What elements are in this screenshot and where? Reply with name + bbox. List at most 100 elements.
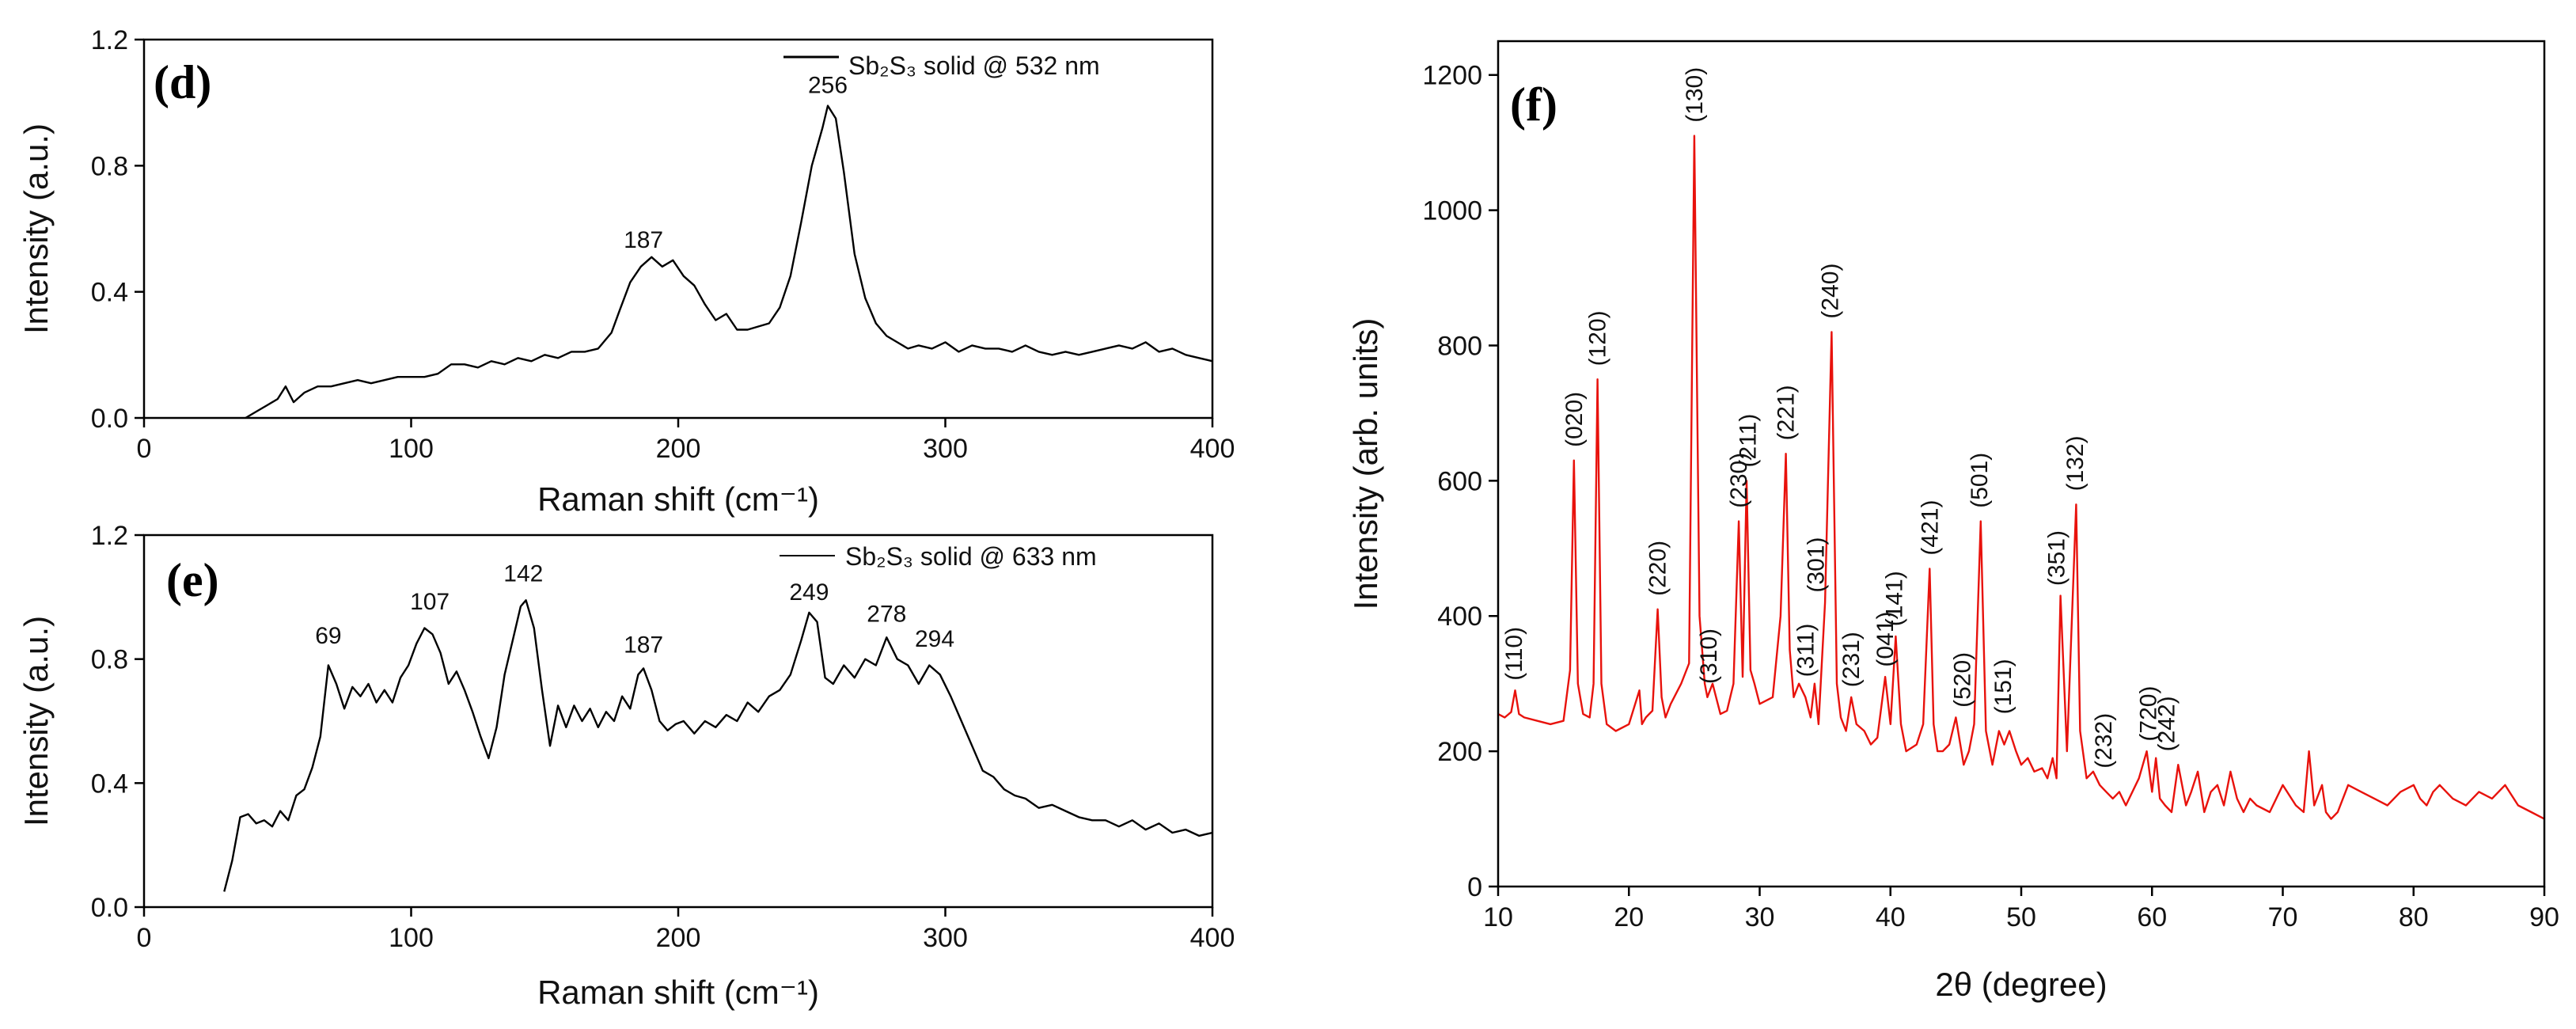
panel-e-peak-label: 142 <box>503 561 543 587</box>
panel-e-x-tick-label: 300 <box>923 923 968 953</box>
panel-f-peak-label: (351) <box>2044 530 2070 586</box>
panel-d: 0 100 200 300 400 0.0 0.4 0.8 1.2 187 256 (d) Sb… <box>17 25 1235 518</box>
panel-d-y-ticks: 0.0 0.4 0.8 1.2 <box>91 25 144 434</box>
panel-e-annotations: 69 107 142 187 249 278 294 <box>315 561 954 659</box>
panel-e-peak-label: 107 <box>410 589 450 615</box>
panel-f-y-tick-label: 600 <box>1437 466 1482 496</box>
panel-f-peak-label: (220) <box>1645 541 1671 596</box>
panel-f-peak-label: (232) <box>2091 713 2117 769</box>
panel-d-y-axis-title: Intensity (a.u.) <box>17 123 55 334</box>
panel-e-y-tick-label: 1.2 <box>91 521 128 551</box>
panel-d-annotations: 187 256 <box>624 73 848 253</box>
panel-f-x-tick-label: 30 <box>1745 902 1775 932</box>
panel-f-peak-label: (310) <box>1696 628 1722 684</box>
panel-e-y-ticks: 0.0 0.4 0.8 1.2 <box>91 521 144 923</box>
panel-f-peak-label: (421) <box>1917 500 1943 556</box>
panel-f-peak-label: (211) <box>1736 414 1762 468</box>
panel-f-y-axis-title: Intensity (arb. units) <box>1347 318 1384 610</box>
panel-e-letter: (e) <box>166 554 219 606</box>
panel-e-x-tick-label: 0 <box>137 923 152 953</box>
panel-e-x-ticks: 0 100 200 300 400 <box>137 907 1235 953</box>
panel-f-peak-label: (130) <box>1682 67 1708 123</box>
panel-f-y-tick-label: 200 <box>1437 737 1482 767</box>
panel-f-x-tick-label: 70 <box>2268 902 2298 932</box>
panel-e-y-tick-label: 0.0 <box>91 893 128 923</box>
panel-f-x-tick-label: 90 <box>2529 902 2559 932</box>
panel-f-series-layer <box>1497 135 2545 820</box>
panel-e-peak-label: 294 <box>915 626 954 652</box>
panel-f-x-tick-label: 50 <box>2006 902 2036 932</box>
panel-f-peak-label: (110) <box>1501 627 1527 681</box>
panel-e-y-tick-label: 0.4 <box>91 769 128 799</box>
panel-d-legend-label: Sb₂S₃ solid @ 532 nm <box>848 51 1100 80</box>
panel-e-peak-label: 69 <box>315 623 341 649</box>
panel-f-peak-label: (221) <box>1774 385 1800 440</box>
panel-f-peak-label: (520) <box>1950 652 1976 708</box>
panel-f-y-tick-label: 0 <box>1467 872 1482 902</box>
panel-d-peak-label: 256 <box>808 73 848 99</box>
panel-f-letter: (f) <box>1510 78 1557 131</box>
panel-f-x-tick-label: 20 <box>1614 902 1644 932</box>
panel-d-peak-label: 187 <box>624 227 663 253</box>
panel-f-x-tick-label: 40 <box>1876 902 1906 932</box>
panel-f-x-axis-title: 2θ (degree) <box>1935 966 2107 1003</box>
panel-f-y-tick-label: 1200 <box>1422 61 1482 91</box>
panel-e-x-tick-label: 100 <box>389 923 434 953</box>
panel-d-y-tick-label: 1.2 <box>91 25 128 55</box>
panel-d-x-tick-label: 0 <box>137 434 152 464</box>
panel-f-peak-label: (501) <box>1967 453 1993 508</box>
panel-e-y-tick-label: 0.8 <box>91 645 128 675</box>
panel-f-x-tick-label: 60 <box>2137 902 2167 932</box>
panel-d-y-tick-label: 0.0 <box>91 404 128 434</box>
panel-d-x-tick-label: 200 <box>656 434 701 464</box>
panel-f-peak-label: (311) <box>1793 624 1819 678</box>
panel-f-peak-label: (720) <box>2135 686 2161 742</box>
panel-e-x-tick-label: 400 <box>1190 923 1235 953</box>
panel-f-x-ticks: 10 20 30 40 50 60 70 80 90 <box>1483 887 2559 932</box>
panel-f-x-tick-label: 80 <box>2399 902 2429 932</box>
panel-e-series-layer <box>223 599 1213 892</box>
panel-e-plot-frame <box>142 533 1214 909</box>
panel-e-legend-label: Sb₂S₃ solid @ 633 nm <box>845 542 1097 571</box>
panel-d-plot-frame <box>142 38 1214 420</box>
panel-f-annotations: (110) (020) (120) (220) (130) (310) (230)(211)… <box>1501 67 2180 769</box>
panel-e-peak-label: 187 <box>624 632 663 659</box>
panel-f-y-tick-label: 400 <box>1437 602 1482 632</box>
panel-e: 0 100 200 300 400 0.0 0.4 0.8 1.2 69 107 142 187 24… <box>17 521 1235 1011</box>
panel-d-letter: (d) <box>154 56 211 108</box>
panel-d-x-tick-label: 300 <box>923 434 968 464</box>
panel-f-y-tick-label: 1000 <box>1422 196 1482 226</box>
panel-e-peak-label: 278 <box>867 602 906 628</box>
panel-f-y-tick-label: 800 <box>1437 331 1482 361</box>
panel-f-peak-label: (242) <box>2153 696 2180 751</box>
panel-f-peak-label: (301) <box>1804 537 1830 593</box>
panel-f-peak-label: (041) <box>1872 612 1899 667</box>
panel-e-series-line <box>223 599 1213 892</box>
panel-d-series-line <box>245 104 1213 420</box>
panel-f: 10 20 30 40 50 60 70 80 90 0 200 400 600 800 1000 1200… <box>1347 40 2559 1003</box>
panel-f-peak-label: (230) <box>1726 453 1752 508</box>
panel-f-peak-label: (020) <box>1561 392 1588 447</box>
panel-f-peak-label: (240) <box>1818 264 1844 319</box>
panel-f-peak-label: (120) <box>1585 310 1611 366</box>
panel-e-y-axis-title: Intensity (a.u.) <box>17 616 55 826</box>
panel-e-x-axis-title: Raman shift (cm⁻¹) <box>537 974 819 1011</box>
panel-f-y-ticks: 0 200 400 600 800 1000 1200 <box>1422 61 1498 902</box>
panel-f-peak-label: (132) <box>2062 435 2088 491</box>
panel-d-x-ticks: 0 100 200 300 400 <box>137 418 1235 464</box>
panel-d-series-layer <box>245 104 1213 420</box>
panel-f-x-tick-label: 10 <box>1483 902 1513 932</box>
panel-d-y-tick-label: 0.8 <box>91 151 128 181</box>
panel-f-peak-label: (231) <box>1838 632 1865 687</box>
panel-f-series-line <box>1497 135 2545 820</box>
panel-d-x-tick-label: 400 <box>1190 434 1235 464</box>
panel-e-x-tick-label: 200 <box>656 923 701 953</box>
panel-f-peak-label: (151) <box>1990 659 2016 714</box>
panel-f-plot-frame <box>1497 40 2546 888</box>
panel-d-x-axis-title: Raman shift (cm⁻¹) <box>537 480 819 518</box>
panel-f-peak-label: (141) <box>1882 571 1908 626</box>
panel-d-x-tick-label: 100 <box>389 434 434 464</box>
panel-e-peak-label: 249 <box>789 579 829 606</box>
panel-d-y-tick-label: 0.4 <box>91 278 128 308</box>
